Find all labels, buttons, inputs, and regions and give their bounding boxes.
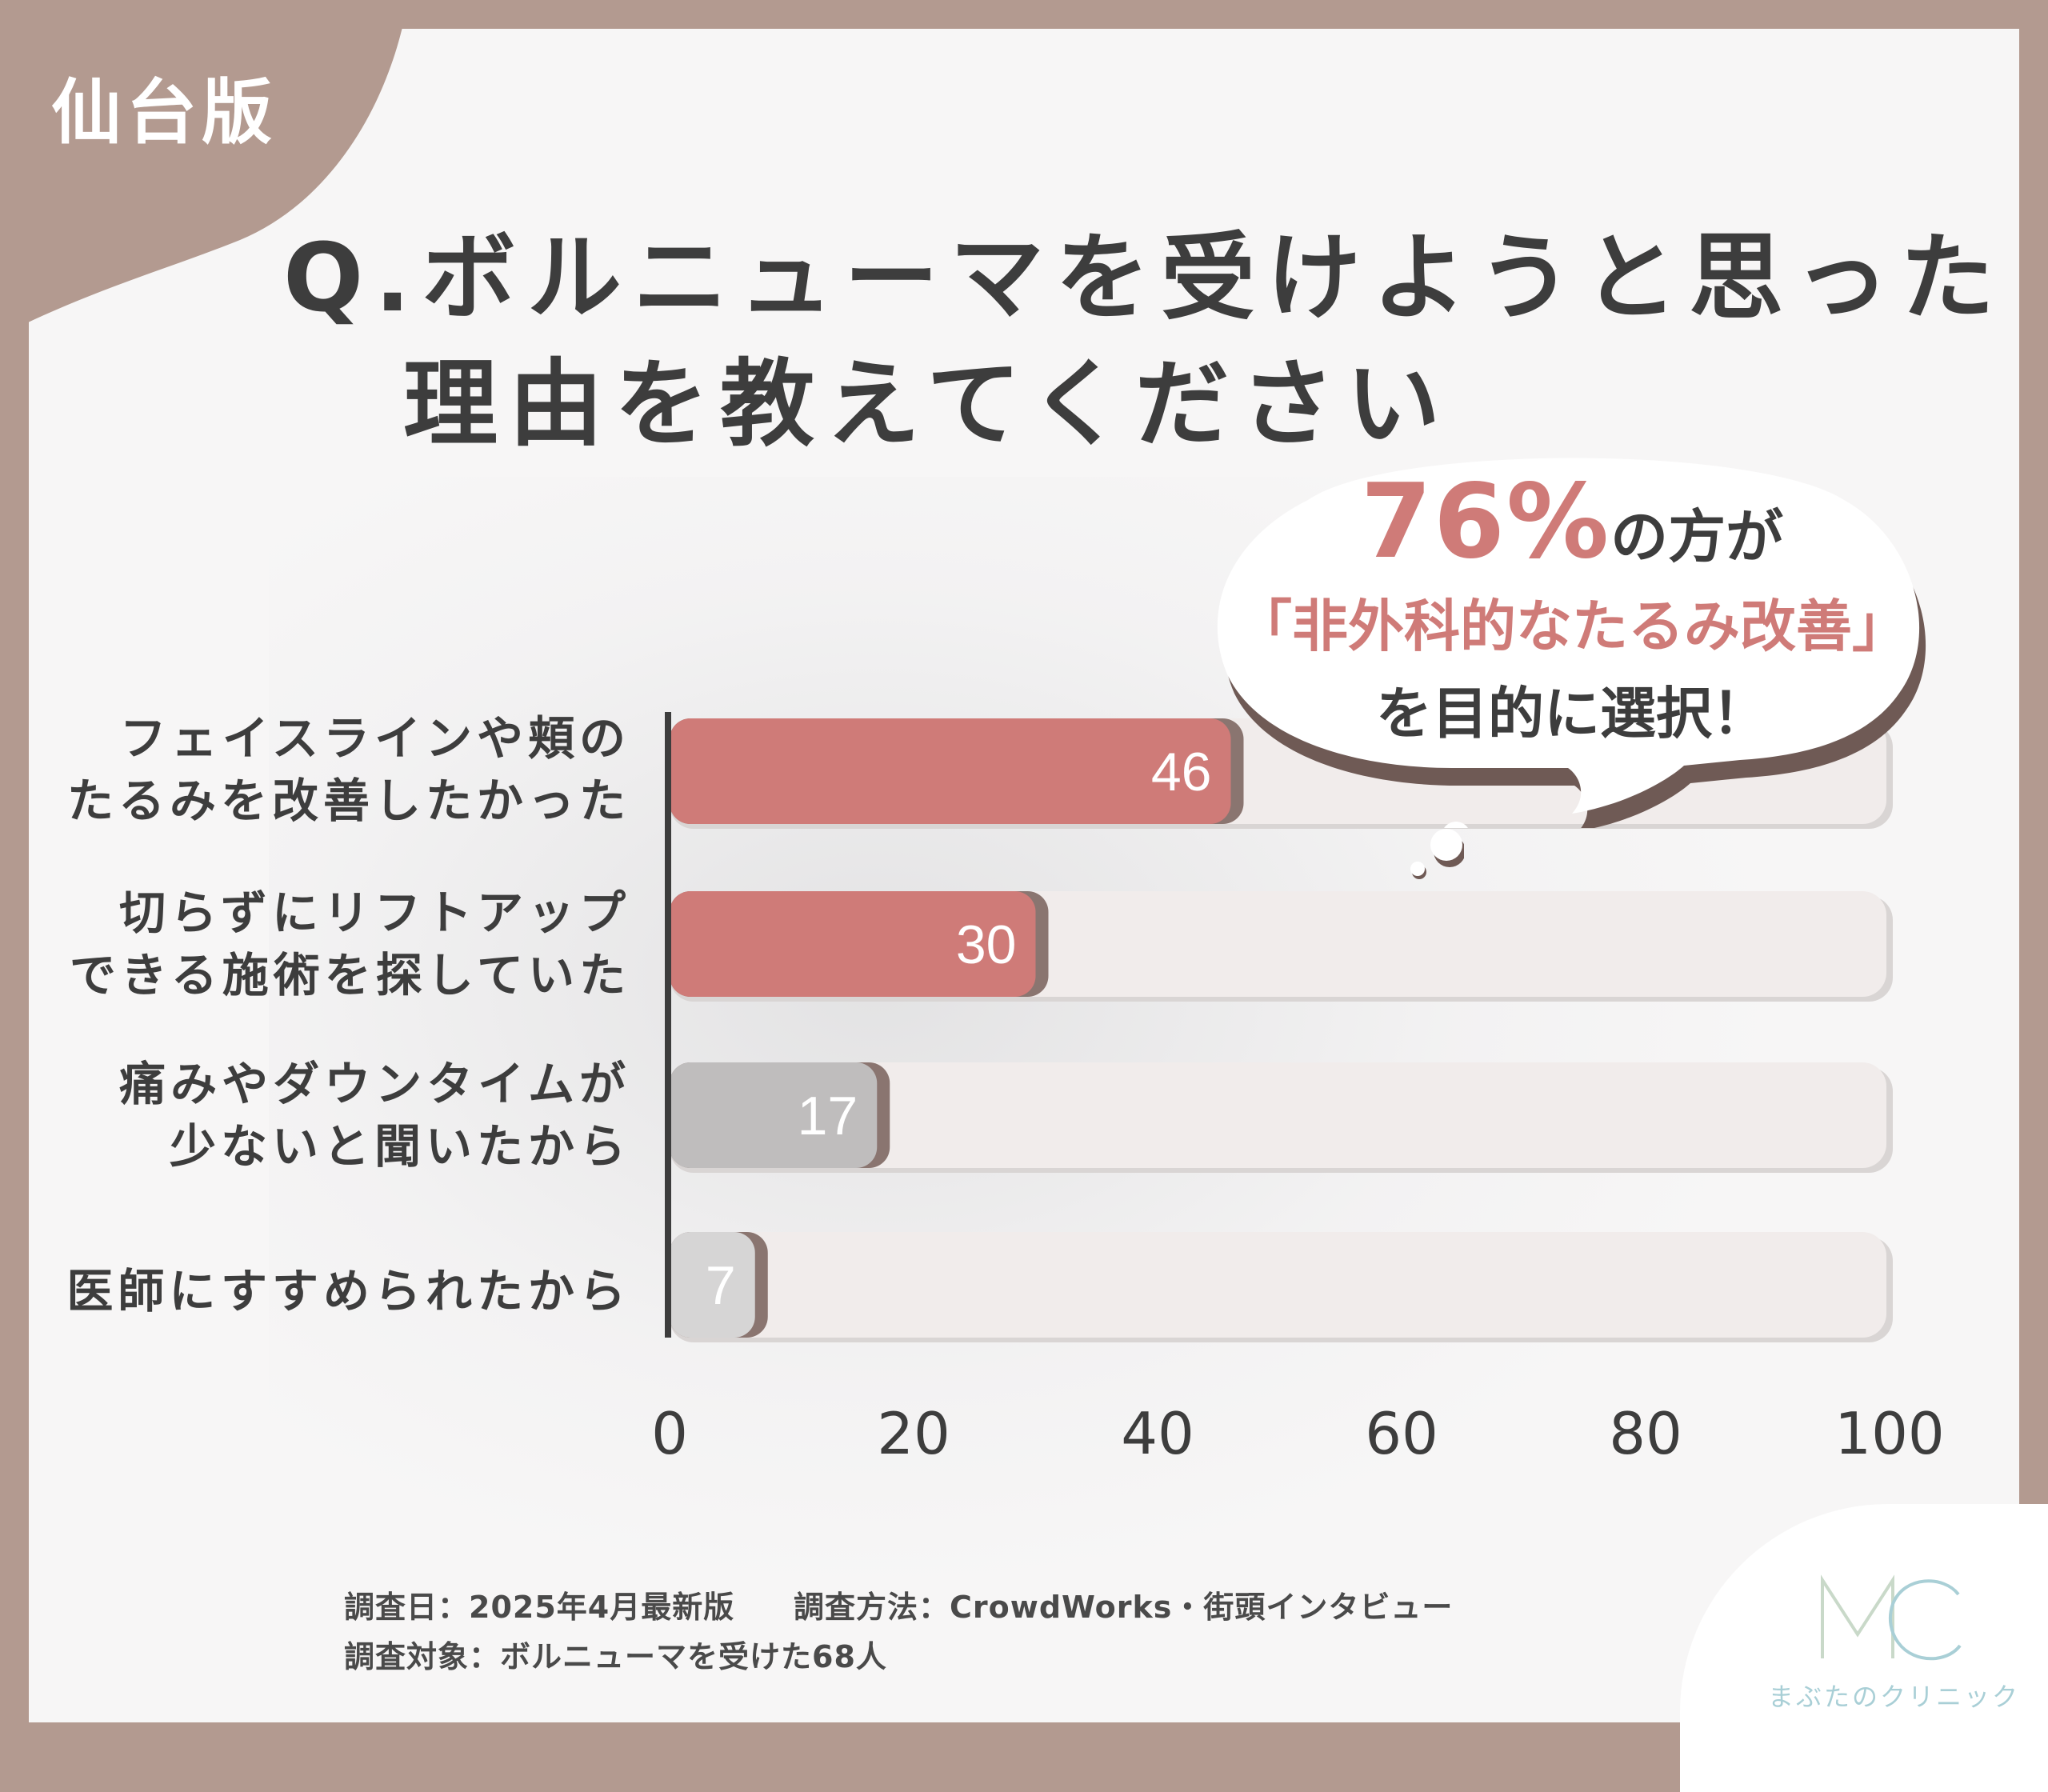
- category-label-2-line-1: 切らずにリフトアップ: [119, 886, 630, 940]
- x-tick-60: 60: [1365, 1400, 1438, 1467]
- survey-method: 調査方法：CrowdWorks・街頭インタビュー: [794, 1590, 1454, 1625]
- logo-mark-text: MC: [1816, 1572, 1818, 1573]
- x-tick-0: 0: [651, 1400, 688, 1467]
- x-tick-20: 20: [877, 1400, 950, 1467]
- bar-value-1: 46: [1151, 742, 1212, 802]
- category-label-3-line-1: 痛みやダウンタイムが: [119, 1057, 630, 1111]
- category-label-4-line-1: 医師にすすめられたから: [66, 1264, 630, 1318]
- speech-bubble: [1217, 458, 1926, 828]
- category-label-3: 痛みやダウンタイムが 少ないと聞いたから: [6, 1053, 630, 1178]
- callout-line-2: 「非外科的なたるみ改善」: [1236, 594, 1908, 659]
- x-tick-40: 40: [1121, 1400, 1194, 1467]
- bar-3: [670, 1062, 878, 1168]
- callout-line-3: を目的に選択！: [1376, 681, 1768, 746]
- region-badge: 仙台版: [51, 71, 278, 154]
- survey-target: 調査対象：ボルニューマを受けた68人: [344, 1639, 887, 1674]
- bar-1: [670, 718, 1231, 824]
- category-label-2-line-2: できる施術を探していた: [69, 948, 630, 1002]
- callout-after-percent: の方が: [1610, 503, 1784, 570]
- bar-2: [670, 891, 1036, 997]
- y-axis-line: [665, 712, 671, 1338]
- bar-4: [670, 1232, 755, 1338]
- clinic-logo-name: まぶたのクリニック: [1768, 1682, 2021, 1712]
- survey-date: 調査日：2025年4月最新版: [344, 1590, 735, 1625]
- bar-chart: 46 30 17 7: [665, 712, 1893, 1342]
- category-label-1-line-2: たるみを改善したかった: [66, 774, 630, 828]
- callout-text: 76%の方が 「非外科的なたるみ改善」 を目的に選択！: [1212, 462, 1932, 750]
- bar-value-3: 17: [798, 1086, 858, 1146]
- bar-track-4: [670, 1232, 1886, 1338]
- bar-value-2: 30: [956, 914, 1017, 975]
- x-tick-100: 100: [1834, 1400, 1945, 1467]
- callout-percent: 76%: [1360, 462, 1611, 582]
- bar-track-3: [670, 1062, 1886, 1168]
- category-label-3-line-2: 少ないと聞いたから: [169, 1119, 630, 1174]
- category-label-4: 医師にすすめられたから: [6, 1260, 630, 1322]
- bar-value-4: 7: [706, 1255, 736, 1316]
- speech-bubble-dots: [1410, 829, 1464, 879]
- x-tick-80: 80: [1609, 1400, 1682, 1467]
- clinic-logo-mark: MC: [1816, 1572, 1962, 1661]
- page-title: Q.ボルニューマを受けようと思った 理由を教えてください: [283, 214, 2006, 467]
- category-label-1: フェイスラインや頬の たるみを改善したかった: [6, 707, 630, 832]
- title-line-1: Q.ボルニューマを受けようと思った: [283, 222, 2006, 333]
- title-line-2: 理由を教えてください: [403, 349, 1452, 459]
- corner-shape: [0, 0, 408, 336]
- category-label-2: 切らずにリフトアップ できる施術を探していた: [6, 882, 630, 1006]
- category-label-1-line-1: フェイスラインや頬の: [119, 711, 630, 766]
